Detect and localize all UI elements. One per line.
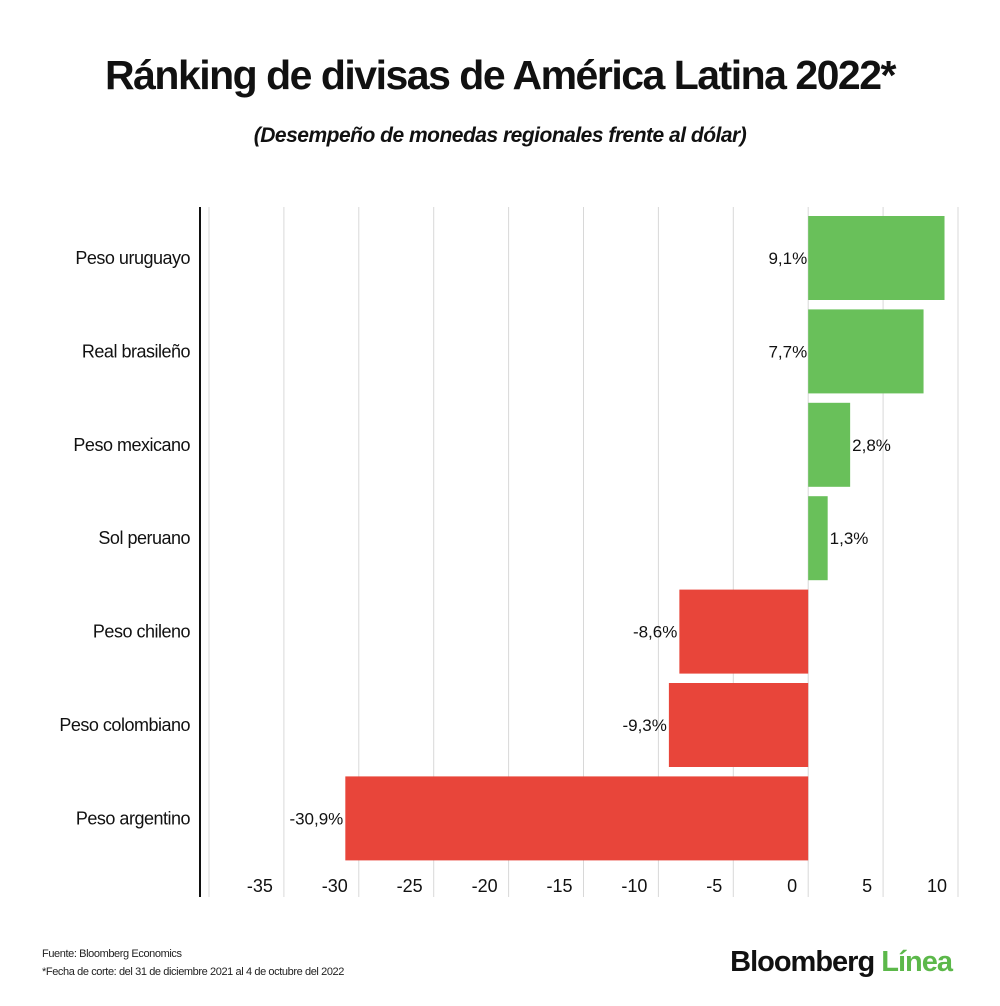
data-label: 9,1%	[768, 249, 807, 268]
bar	[679, 589, 809, 674]
bar	[668, 683, 809, 767]
x-tick-label: 0	[787, 876, 797, 896]
source-note: Fuente: Bloomberg Economics	[42, 948, 182, 960]
logo-bloomberg: Bloomberg	[730, 946, 875, 978]
x-tick-label: -35	[247, 876, 273, 896]
logo-linea: Línea	[881, 946, 953, 978]
x-tick-label: 10	[927, 876, 947, 896]
category-label: Peso chileno	[93, 622, 191, 642]
category-label: Peso uruguayo	[75, 248, 190, 268]
data-label: -30,9%	[289, 809, 343, 828]
chart-subtitle: (Desempeño de monedas regionales frente …	[253, 124, 747, 147]
category-label: Real brasileño	[82, 341, 191, 361]
chart-title: Ránking de divisas de América Latina 202…	[104, 52, 897, 98]
category-label: Peso colombiano	[59, 715, 190, 735]
x-tick-label: -15	[546, 876, 572, 896]
bar	[808, 402, 851, 487]
data-label: -8,6%	[633, 623, 677, 642]
category-label: Peso mexicano	[73, 435, 190, 455]
bar	[808, 496, 828, 581]
date-note: *Fecha de corte: del 31 de diciembre 202…	[42, 966, 344, 978]
bar	[808, 309, 924, 394]
x-tick-label: 5	[862, 876, 872, 896]
x-tick-label: -5	[706, 876, 722, 896]
bar	[345, 776, 809, 861]
data-label: 7,7%	[768, 342, 807, 361]
bloomberg-linea-logo: Bloomberg Línea	[730, 946, 953, 979]
category-label: Sol peruano	[98, 528, 190, 548]
x-tick-label: -25	[397, 876, 423, 896]
data-label: 1,3%	[830, 529, 869, 548]
x-tick-label: -10	[621, 876, 647, 896]
bar-chart: -35 -30 -25 -20 -15 -10 -5 0 5 10 Peso uruguayo 9,1…	[59, 207, 959, 897]
data-label: -9,3%	[622, 716, 666, 735]
x-tick-label: -20	[472, 876, 498, 896]
category-label: Peso argentino	[76, 808, 191, 828]
bar	[808, 216, 945, 300]
data-label: 2,8%	[852, 436, 891, 455]
x-tick-label: -30	[322, 876, 348, 896]
